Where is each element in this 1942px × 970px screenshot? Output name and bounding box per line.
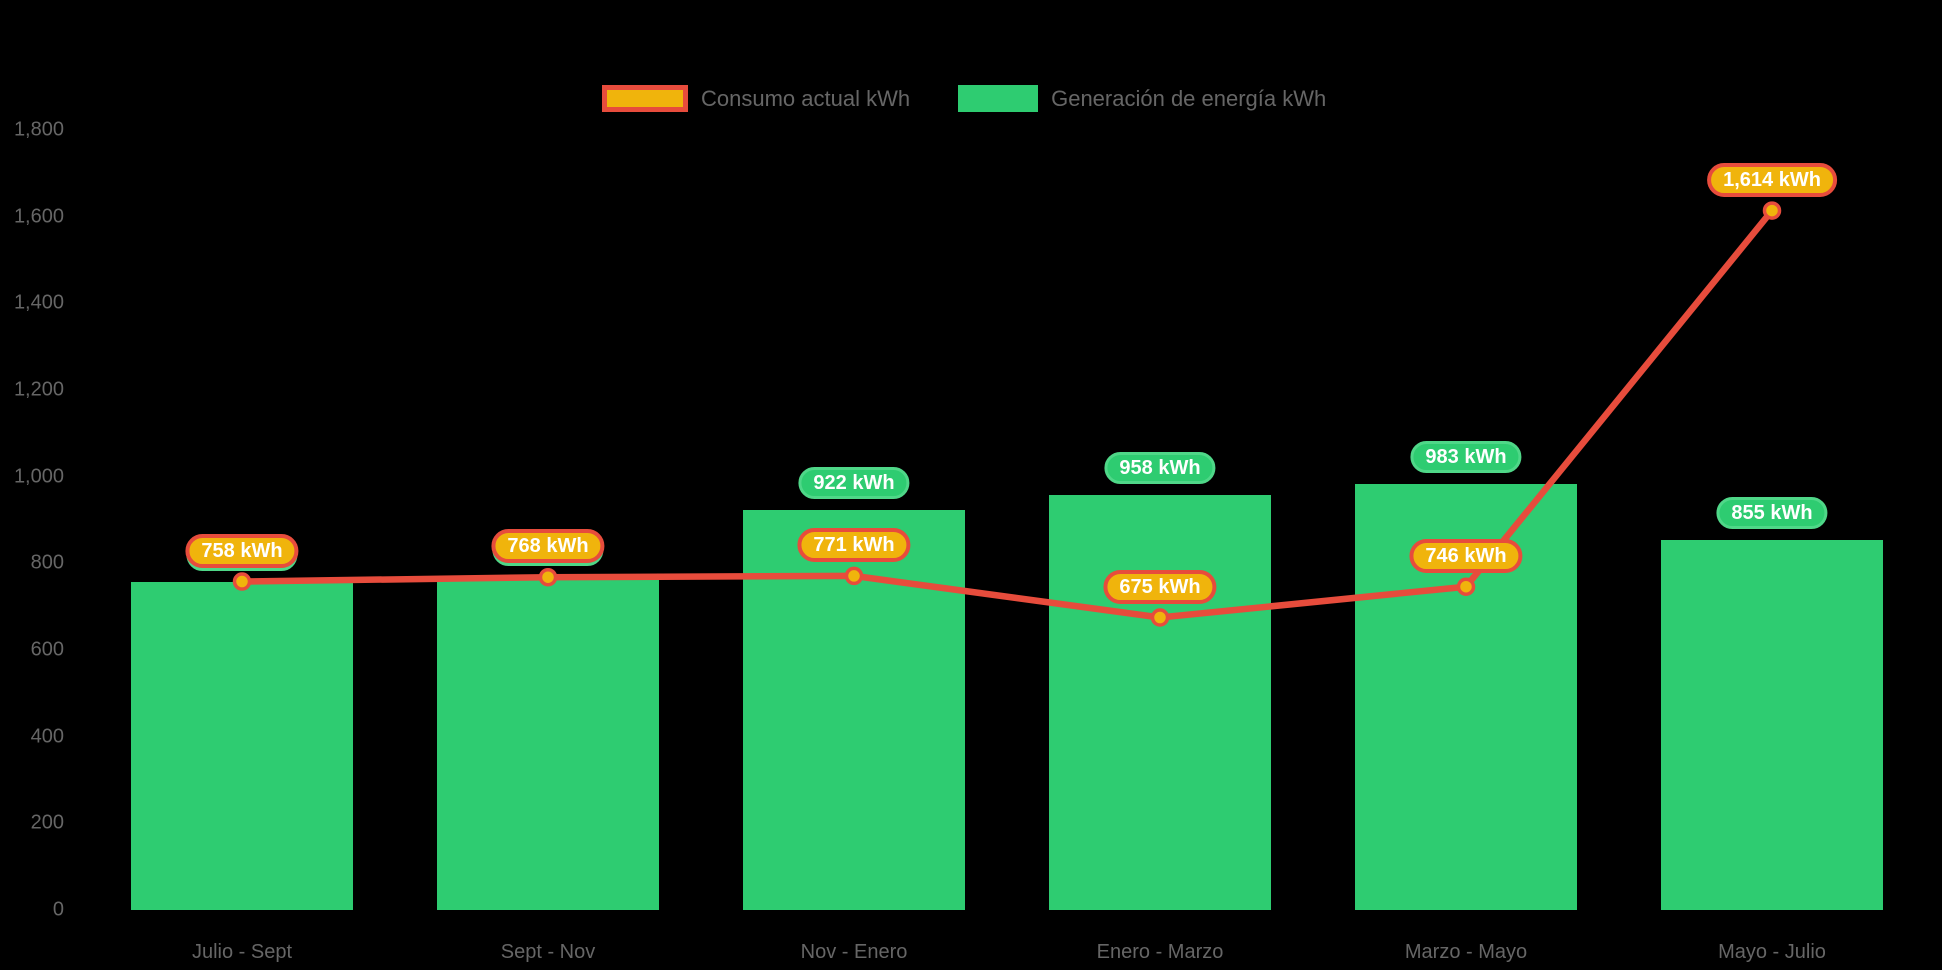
x-category-label: Mayo - Julio xyxy=(1718,941,1826,963)
legend-item-generacion[interactable]: Generación de energía kWh xyxy=(958,85,1326,112)
consumo-swatch-icon xyxy=(602,85,688,112)
chart-legend: Consumo actual kWh Generación de energía… xyxy=(602,85,1326,112)
y-tick-label: 1,200 xyxy=(13,378,64,401)
x-category-label: Enero - Marzo xyxy=(1096,941,1224,963)
y-tick-label: 0 xyxy=(52,898,64,921)
generation-value-badge[interactable]: 922 kWh xyxy=(798,467,910,500)
y-tick-label: 1,800 xyxy=(13,118,64,141)
generation-bar[interactable] xyxy=(1661,539,1883,910)
y-tick-label: 800 xyxy=(30,551,64,574)
y-tick-label: 400 xyxy=(30,725,64,748)
consumption-value-badge[interactable]: 768 kWh xyxy=(491,529,605,564)
consumption-value-badge[interactable]: 771 kWh xyxy=(797,527,911,562)
legend-item-consumo[interactable]: Consumo actual kWh xyxy=(602,85,910,112)
consumption-value-badge[interactable]: 758 kWh xyxy=(185,533,299,568)
y-tick-label: 1,400 xyxy=(13,291,64,314)
generation-value-badge[interactable]: 983 kWh xyxy=(1410,441,1522,474)
x-category-label: Julio - Sept xyxy=(191,941,293,963)
generation-bar[interactable] xyxy=(1049,494,1271,910)
x-category-label: Sept - Nov xyxy=(500,941,596,963)
consumption-value-badge[interactable]: 746 kWh xyxy=(1409,538,1523,573)
legend-label-generacion: Generación de energía kWh xyxy=(1051,85,1327,111)
consumption-value-badge[interactable]: 1,614 kWh xyxy=(1707,162,1837,197)
y-tick-label: 200 xyxy=(30,811,64,834)
y-tick-label: 1,000 xyxy=(13,465,64,488)
consumption-point-marker[interactable] xyxy=(844,566,864,586)
consumption-point-marker[interactable] xyxy=(538,567,558,587)
consumption-value-badge[interactable]: 675 kWh xyxy=(1103,569,1217,604)
y-tick-label: 600 xyxy=(30,638,64,661)
x-category-label: Marzo - Mayo xyxy=(1404,941,1528,963)
consumption-point-marker[interactable] xyxy=(232,572,252,591)
consumption-point-marker[interactable] xyxy=(1456,577,1476,596)
y-tick-label: 1,600 xyxy=(13,205,64,228)
generation-bar[interactable] xyxy=(131,581,353,910)
generacion-swatch-icon xyxy=(958,85,1039,112)
generation-value-badge[interactable]: 855 kWh xyxy=(1716,496,1828,529)
x-category-label: Nov - Enero xyxy=(800,941,908,963)
generation-bar[interactable] xyxy=(437,577,659,910)
consumption-point-marker[interactable] xyxy=(1150,608,1170,627)
generation-value-badge[interactable]: 958 kWh xyxy=(1104,451,1216,484)
legend-label-consumo: Consumo actual kWh xyxy=(701,85,911,111)
consumption-point-marker[interactable] xyxy=(1762,201,1782,220)
